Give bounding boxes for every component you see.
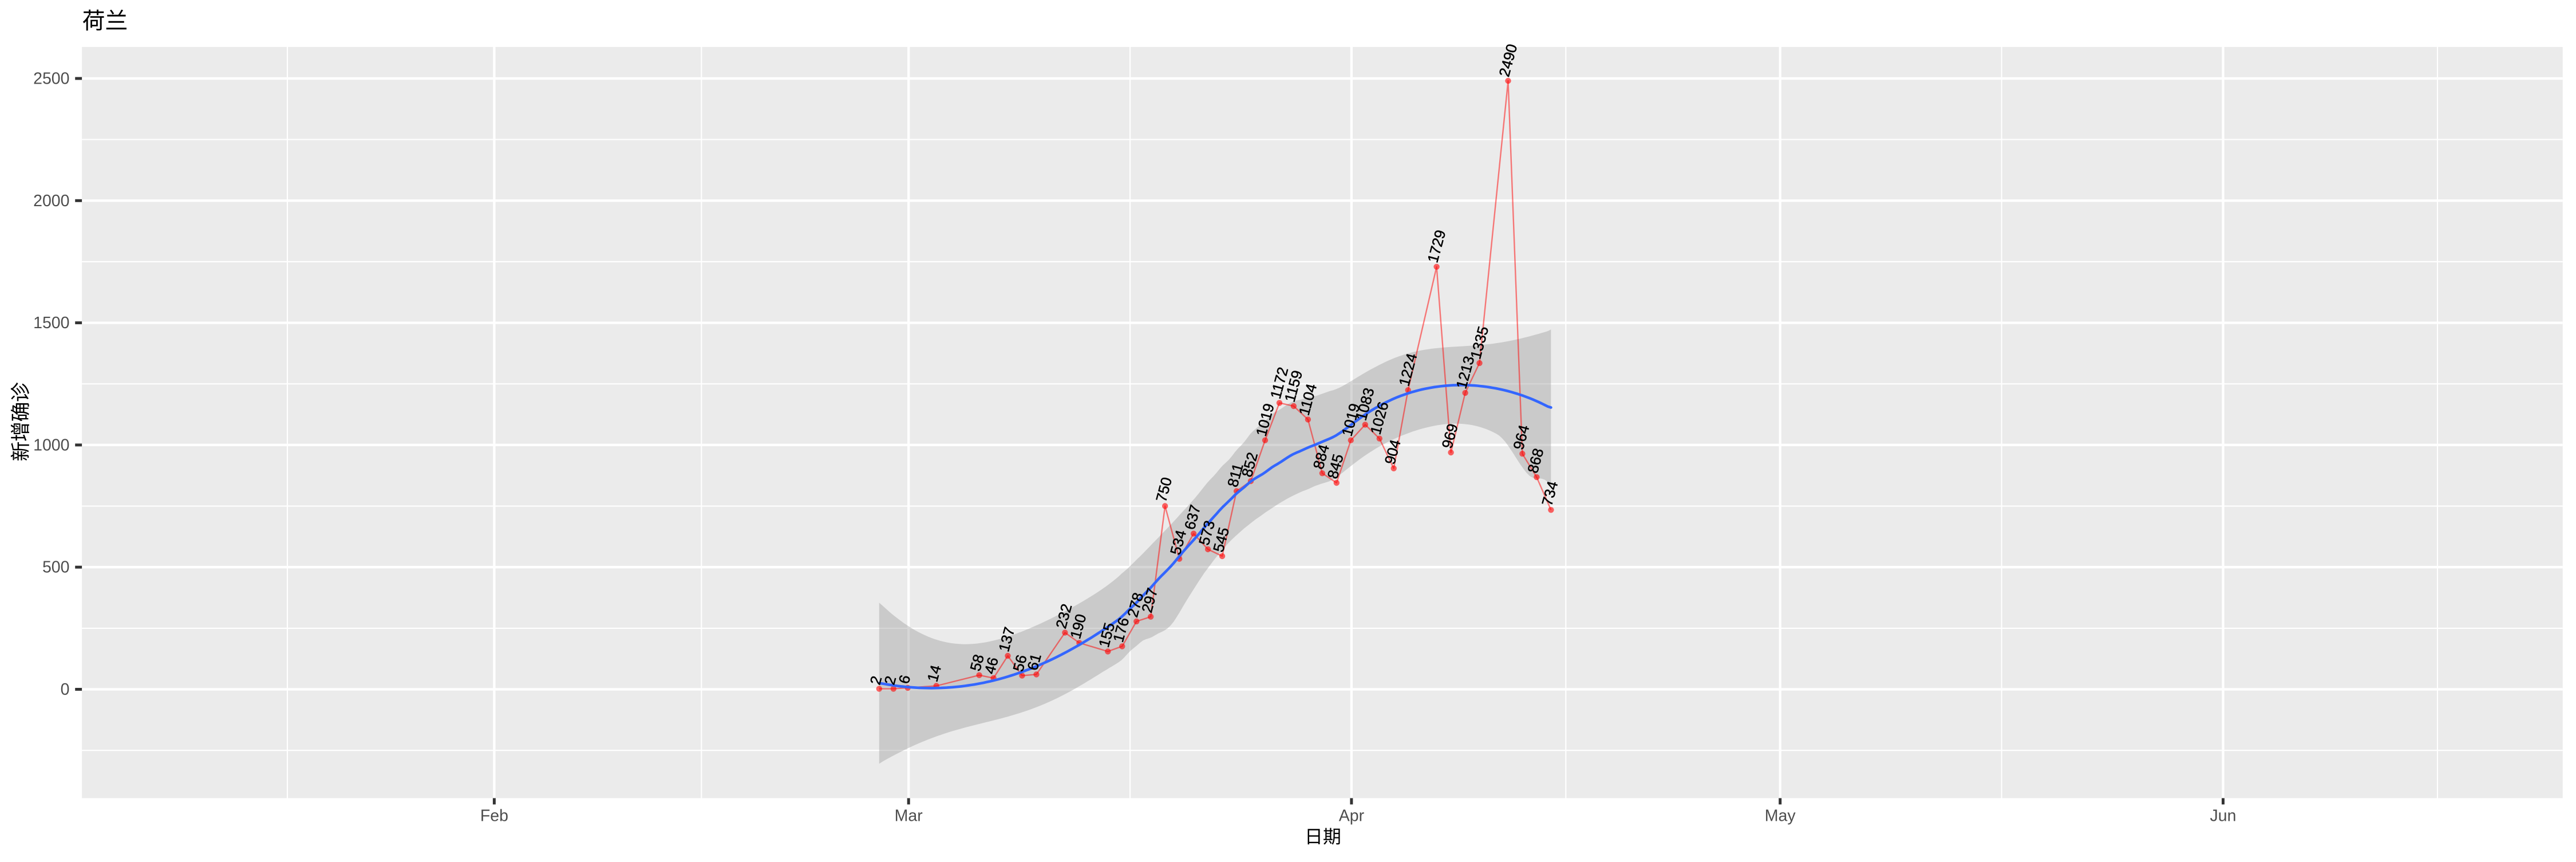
svg-text:1500: 1500 [33,314,69,332]
svg-text:0: 0 [61,680,70,699]
svg-text:1000: 1000 [33,436,69,454]
svg-text:56: 56 [1009,653,1030,674]
svg-text:Jun: Jun [2210,806,2237,825]
svg-text:Apr: Apr [1339,806,1365,825]
svg-text:May: May [1765,806,1796,825]
svg-text:Mar: Mar [895,806,923,825]
svg-text:500: 500 [42,558,70,577]
svg-text:Feb: Feb [480,806,508,825]
svg-text:2500: 2500 [33,70,69,88]
svg-text:2000: 2000 [33,192,69,210]
